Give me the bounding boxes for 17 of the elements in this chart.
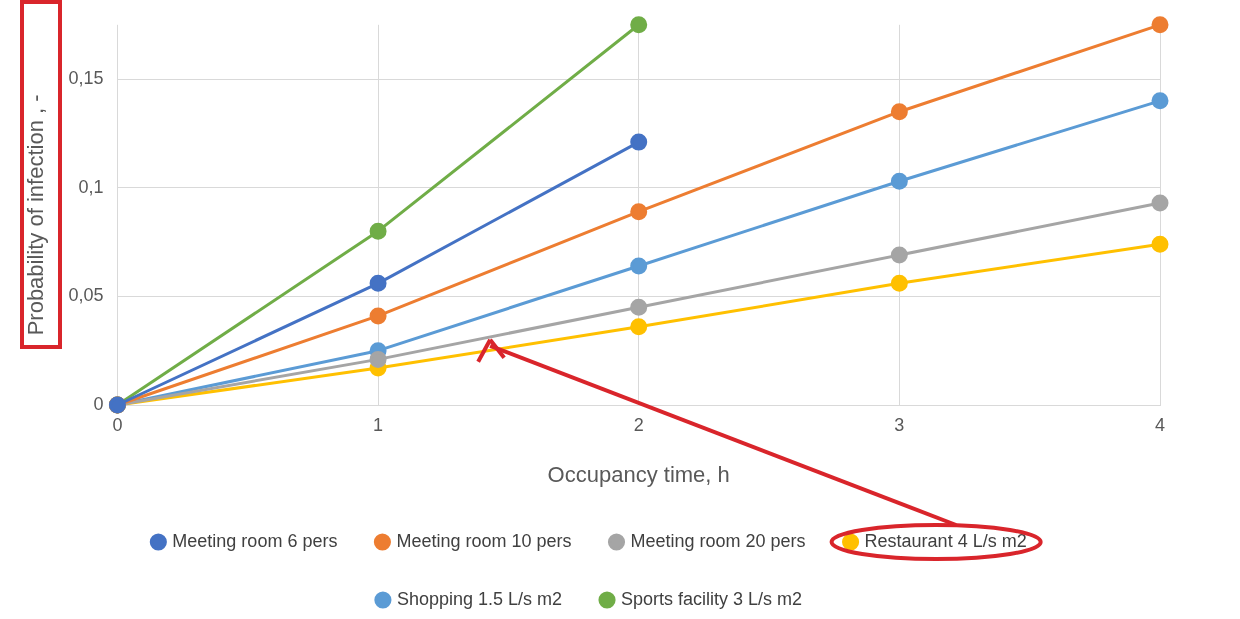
legend-label: Meeting room 10 pers: [396, 530, 572, 551]
y-tick-label: 0,15: [68, 68, 104, 89]
x-tick-label: 0: [112, 414, 123, 435]
legend-label: Restaurant 4 L/s m2: [864, 530, 1027, 551]
y-tick-label: 0,1: [78, 176, 104, 197]
x-tick-label: 1: [373, 414, 384, 435]
legend-label: Meeting room 20 pers: [630, 530, 806, 551]
x-tick-label: 2: [633, 414, 644, 435]
legend-label: Sports facility 3 L/s m2: [621, 588, 803, 609]
x-axis-title: Occupancy time, h: [547, 461, 730, 487]
legend-label: Meeting room 6 pers: [172, 530, 338, 551]
y-tick-label: 0: [93, 393, 104, 414]
legend-label: Shopping 1.5 L/s m2: [396, 588, 563, 609]
x-tick-label: 3: [894, 414, 905, 435]
y-axis-title: Probability of infection , -: [23, 94, 49, 336]
y-tick-label: 0,05: [68, 285, 104, 306]
x-tick-label: 4: [1154, 414, 1166, 435]
